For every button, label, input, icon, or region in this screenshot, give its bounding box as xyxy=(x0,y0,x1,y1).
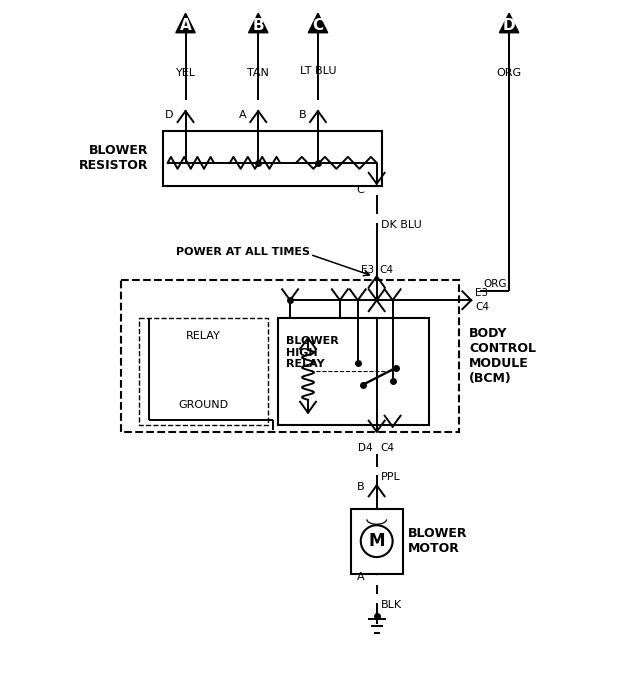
Text: C4: C4 xyxy=(475,302,489,312)
Text: BLOWER
RESISTOR: BLOWER RESISTOR xyxy=(79,144,149,172)
Text: PPL: PPL xyxy=(381,473,400,482)
Text: C: C xyxy=(356,185,364,195)
Circle shape xyxy=(361,525,392,557)
Text: A: A xyxy=(239,110,247,120)
Text: C: C xyxy=(312,18,323,33)
Text: GROUND: GROUND xyxy=(179,400,229,410)
Text: BODY
CONTROL
MODULE
(BCM): BODY CONTROL MODULE (BCM) xyxy=(469,327,536,385)
Text: B: B xyxy=(357,482,365,492)
Text: B: B xyxy=(298,110,306,120)
Text: POWER AT ALL TIMES: POWER AT ALL TIMES xyxy=(176,247,310,258)
Bar xyxy=(351,510,402,574)
Text: C4: C4 xyxy=(381,442,395,453)
Text: BLOWER
HIGH
RELAY: BLOWER HIGH RELAY xyxy=(286,336,339,370)
Text: B: B xyxy=(252,18,264,33)
Text: D: D xyxy=(503,18,515,33)
Text: ORG: ORG xyxy=(483,279,507,289)
Bar xyxy=(163,131,382,186)
Polygon shape xyxy=(248,13,268,33)
Text: M: M xyxy=(368,532,385,550)
Text: BLOWER
MOTOR: BLOWER MOTOR xyxy=(407,527,467,555)
Text: easyautodiagnostics.com: easyautodiagnostics.com xyxy=(221,389,379,401)
Text: D: D xyxy=(165,110,174,120)
Bar xyxy=(278,318,430,425)
Text: E3: E3 xyxy=(360,265,374,275)
Text: ORG: ORG xyxy=(496,68,522,78)
Text: RELAY: RELAY xyxy=(186,331,221,341)
Polygon shape xyxy=(499,13,519,33)
Polygon shape xyxy=(308,13,328,33)
Polygon shape xyxy=(176,13,195,33)
Bar xyxy=(139,318,268,425)
Text: D4: D4 xyxy=(358,442,373,453)
Text: TAN: TAN xyxy=(247,68,269,78)
Text: BLK: BLK xyxy=(381,600,402,610)
Text: LT BLU: LT BLU xyxy=(300,66,336,76)
Bar xyxy=(121,280,459,432)
Text: C4: C4 xyxy=(379,265,394,275)
Text: DK BLU: DK BLU xyxy=(381,220,421,230)
Text: E3: E3 xyxy=(475,288,488,298)
Text: A: A xyxy=(357,572,365,582)
Text: A: A xyxy=(180,18,192,33)
Text: YEL: YEL xyxy=(176,68,195,78)
